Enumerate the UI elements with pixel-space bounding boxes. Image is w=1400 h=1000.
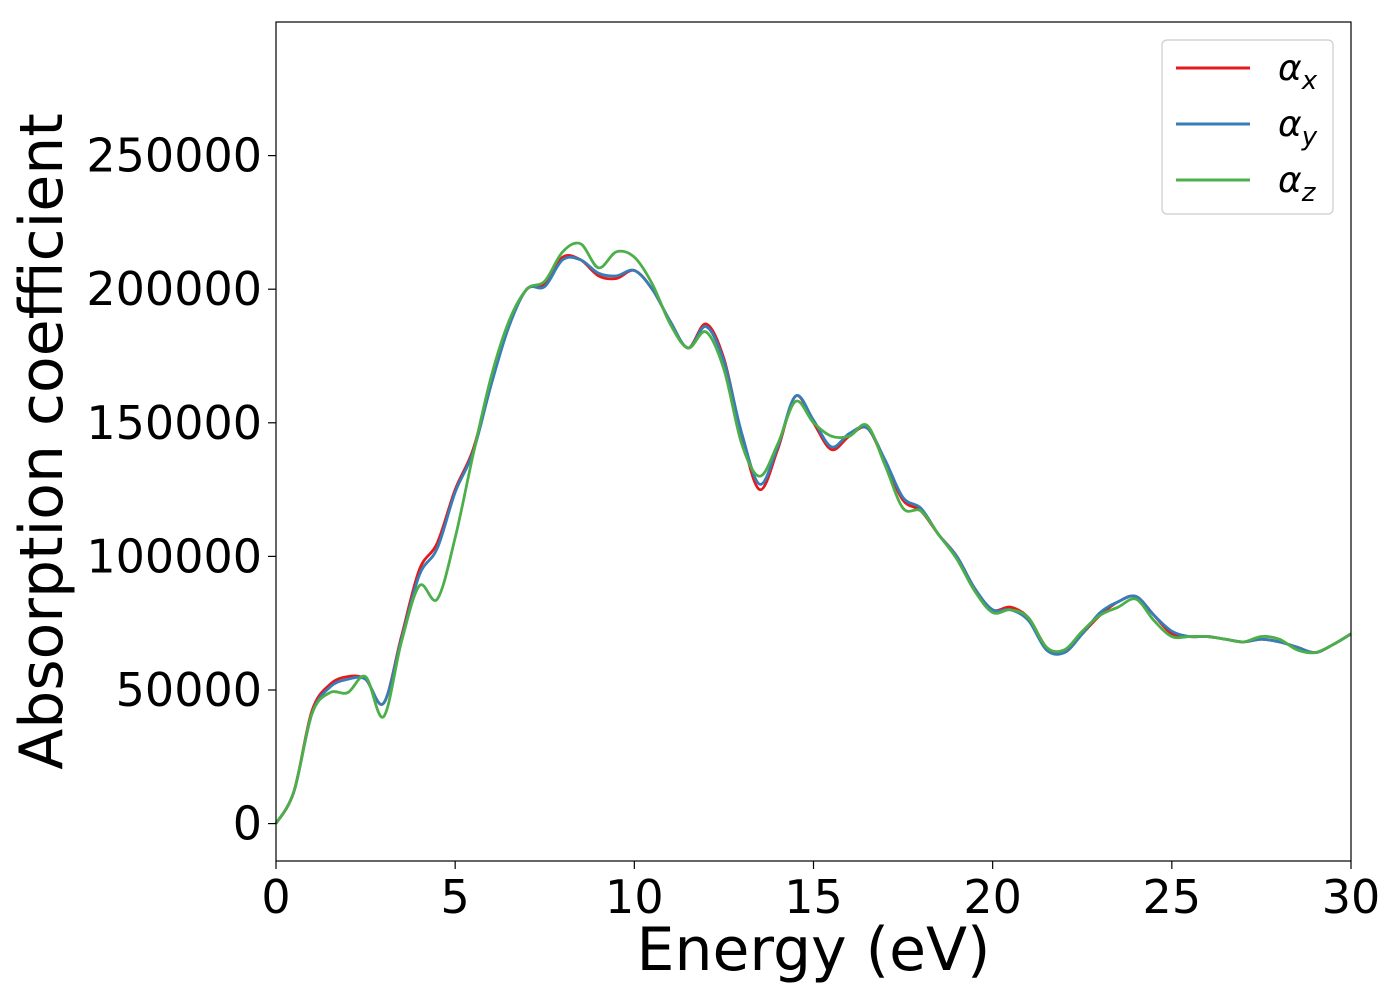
legend-subscript: y	[1301, 122, 1318, 152]
legend-subscript: x	[1301, 66, 1318, 96]
x-tick-label: 5	[441, 870, 470, 924]
x-tick-label: 25	[1143, 870, 1202, 924]
x-tick-label: 15	[784, 870, 843, 924]
series-line-y	[274, 255, 1352, 825]
legend-box	[1161, 39, 1334, 215]
x-tick-label: 0	[261, 870, 290, 924]
y-tick-label: 50000	[116, 663, 262, 717]
y-tick-label: 150000	[86, 396, 262, 450]
x-axis: 0 5 10 15 20 25 30	[261, 861, 1380, 924]
series-line-z	[274, 241, 1352, 825]
legend-symbol: α	[1278, 160, 1302, 201]
legend-symbol: α	[1278, 48, 1302, 89]
x-axis-label: Energy (eV)	[637, 915, 991, 985]
y-tick-label: 250000	[86, 129, 262, 183]
x-tick-label: 20	[963, 870, 1022, 924]
y-tick-label: 0	[233, 797, 262, 851]
legend-entry-z: αz	[1176, 160, 1317, 208]
series-layer	[274, 241, 1352, 825]
x-tick-label: 30	[1322, 870, 1381, 924]
legend-subscript: z	[1301, 178, 1317, 208]
y-tick-label: 200000	[86, 262, 262, 316]
legend-symbol: α	[1278, 104, 1302, 145]
legend-label: αz	[1278, 160, 1317, 208]
legend-label: αx	[1278, 48, 1318, 96]
legend-label: αy	[1278, 104, 1318, 152]
legend-entry-y: αy	[1176, 104, 1318, 152]
x-tick-label: 10	[605, 870, 664, 924]
y-axis: 0 50000 100000 150000 200000 250000	[86, 129, 276, 851]
y-tick-label: 100000	[86, 529, 262, 583]
y-axis-label: Absorption coefficient	[7, 113, 77, 770]
legend-entry-x: αx	[1176, 48, 1318, 96]
